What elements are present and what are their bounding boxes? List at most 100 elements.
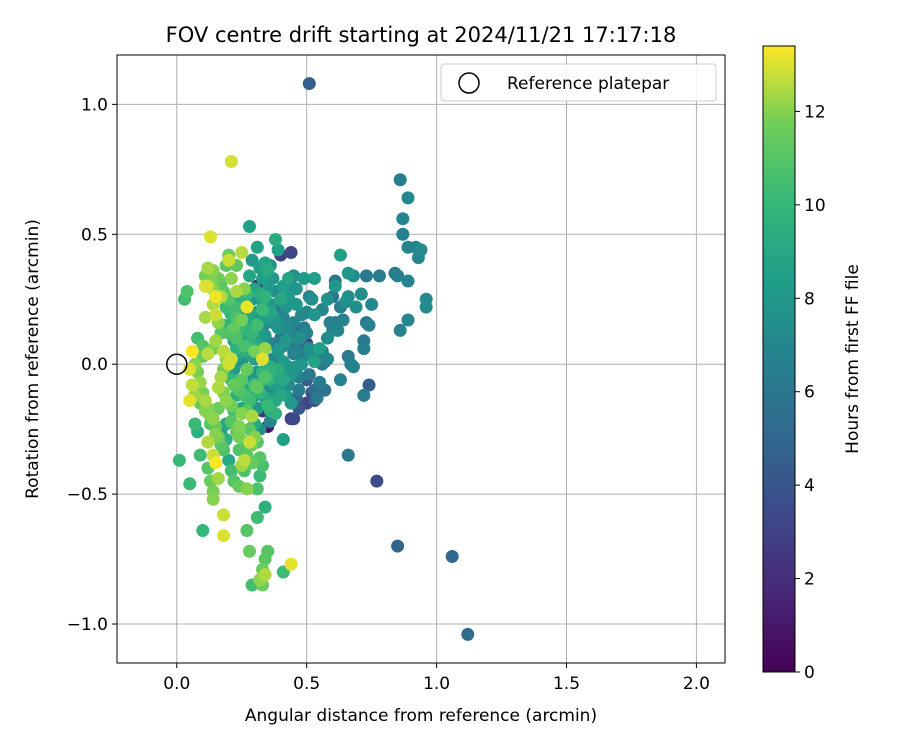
colorbar-tick-label: 2 xyxy=(804,570,815,590)
data-point xyxy=(243,544,257,558)
data-point xyxy=(365,297,379,311)
data-point xyxy=(258,370,272,384)
data-point xyxy=(214,370,228,384)
y-tick-label: 1.0 xyxy=(81,95,108,115)
data-point xyxy=(250,381,264,395)
colorbar-tick-label: 6 xyxy=(804,383,815,403)
data-point xyxy=(256,303,270,317)
data-point xyxy=(201,435,215,449)
data-point xyxy=(333,248,347,262)
data-point xyxy=(258,290,272,304)
legend-label: Reference platepar xyxy=(507,74,669,94)
data-point xyxy=(217,508,231,522)
data-point xyxy=(279,334,293,348)
data-point xyxy=(261,264,275,278)
data-point xyxy=(307,355,321,369)
data-point xyxy=(230,284,244,298)
data-point xyxy=(209,308,223,322)
data-point xyxy=(250,240,264,254)
plot-frame xyxy=(116,54,726,664)
colorbar-tick-label: 4 xyxy=(804,476,815,496)
data-point xyxy=(284,245,298,259)
data-point xyxy=(341,448,355,462)
data-point xyxy=(250,482,264,496)
data-point xyxy=(331,323,345,337)
data-point xyxy=(180,284,194,298)
points-layer xyxy=(172,77,475,641)
data-point xyxy=(294,357,308,371)
data-point xyxy=(302,368,316,382)
data-point xyxy=(419,300,433,314)
data-point xyxy=(256,352,270,366)
data-point xyxy=(268,232,282,246)
data-point xyxy=(235,245,249,259)
data-point xyxy=(393,173,407,187)
data-point xyxy=(320,292,334,306)
data-point xyxy=(222,453,236,467)
data-point xyxy=(393,323,407,337)
data-point xyxy=(185,378,199,392)
data-point xyxy=(235,313,249,327)
colorbar: 0 2 4 6 8 10 12 Hours from first FF file xyxy=(762,45,863,683)
data-point xyxy=(357,388,371,402)
data-point xyxy=(401,191,415,205)
data-point xyxy=(201,347,215,361)
data-point xyxy=(198,394,212,408)
data-point xyxy=(240,523,254,537)
data-point xyxy=(258,342,272,356)
data-point xyxy=(243,219,257,233)
data-point xyxy=(271,344,285,358)
data-point xyxy=(258,329,272,343)
colorbar-gradient xyxy=(762,45,796,673)
data-point xyxy=(245,409,259,423)
data-point xyxy=(297,271,311,285)
y-axis-ticks: −1.0 −0.5 0.0 0.5 1.0 xyxy=(67,95,117,635)
data-point xyxy=(362,378,376,392)
reference-point xyxy=(166,353,188,375)
data-point xyxy=(211,381,225,395)
data-point xyxy=(206,412,220,426)
data-point xyxy=(396,227,410,241)
data-point xyxy=(232,430,246,444)
data-point xyxy=(183,477,197,491)
data-point xyxy=(250,510,264,524)
legend-marker xyxy=(458,72,480,94)
data-point xyxy=(243,269,257,283)
data-point xyxy=(222,253,236,267)
data-point xyxy=(313,375,327,389)
data-point xyxy=(276,433,290,447)
data-point xyxy=(240,300,254,314)
x-axis-label: Angular distance from reference (arcmin) xyxy=(245,706,597,726)
x-tick-label: 2.0 xyxy=(683,674,710,694)
y-tick-label: 0.0 xyxy=(81,355,108,375)
colorbar-tick-label: 12 xyxy=(804,102,826,122)
data-point xyxy=(261,399,275,413)
data-point xyxy=(206,492,220,506)
data-point xyxy=(198,279,212,293)
data-point xyxy=(224,271,238,285)
data-point xyxy=(305,292,319,306)
data-point xyxy=(354,287,368,301)
data-point xyxy=(224,155,238,169)
data-point xyxy=(196,523,210,537)
data-point xyxy=(201,261,215,275)
data-point xyxy=(445,549,459,563)
data-point xyxy=(209,290,223,304)
data-point xyxy=(310,391,324,405)
data-point xyxy=(289,344,303,358)
data-point xyxy=(232,420,246,434)
data-point xyxy=(307,308,321,322)
data-point xyxy=(185,344,199,358)
chart-title: FOV centre drift starting at 2024/11/21 … xyxy=(166,23,677,47)
legend-box xyxy=(440,63,717,102)
colorbar-ticks: 0 2 4 6 8 10 12 xyxy=(795,102,826,683)
data-point xyxy=(401,313,415,327)
data-point xyxy=(461,627,475,641)
data-point xyxy=(357,342,371,356)
data-point xyxy=(349,300,363,314)
colorbar-tick-label: 10 xyxy=(804,196,826,216)
data-point xyxy=(243,435,257,449)
colorbar-label: Hours from first FF file xyxy=(843,264,863,454)
data-point xyxy=(258,552,272,566)
data-point xyxy=(287,412,301,426)
